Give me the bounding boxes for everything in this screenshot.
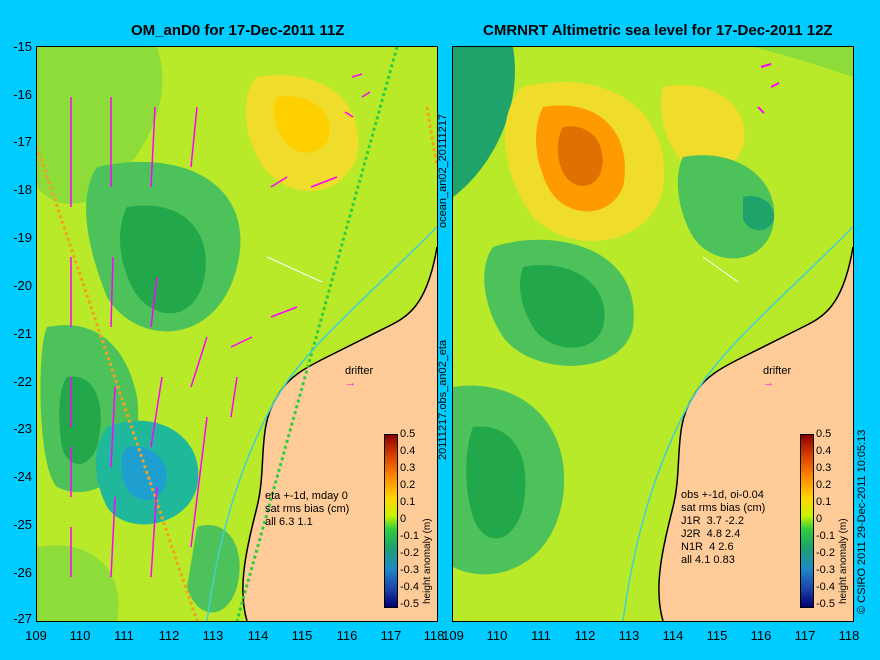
side-label-obs: 20111217.obs_an02_eta [437, 339, 449, 460]
x-tick: 111 [114, 628, 134, 643]
y-tick: -15 [13, 39, 32, 54]
right-drifter-text: drifter [763, 365, 792, 377]
x-tick: 118 [423, 628, 445, 643]
right-map-field [453, 47, 853, 621]
cb-tick: 0.1 [816, 496, 832, 508]
right-stats-note: obs +-1d, oi-0.04 sat rms bias (cm) J1R … [681, 489, 766, 566]
x-tick: 109 [442, 628, 464, 643]
cb-tick: -0.2 [816, 547, 835, 559]
colorbar-scale [800, 434, 814, 608]
y-tick: -22 [13, 374, 32, 389]
colorbar-scale [384, 434, 398, 608]
x-tick: 111 [531, 628, 551, 643]
right-drifter-label: drifter → [763, 365, 791, 389]
cb-tick: 0.3 [400, 462, 416, 474]
cb-tick: -0.2 [400, 547, 419, 559]
cb-tick: 0.3 [816, 462, 832, 474]
drifter-arrow-icon: → [345, 377, 356, 389]
colorbar-label: height anomaly (m) [422, 518, 433, 604]
y-tick: -20 [13, 278, 32, 293]
cb-tick: -0.5 [816, 598, 835, 610]
y-tick: -27 [13, 611, 32, 626]
x-tick: 115 [291, 628, 313, 643]
x-tick: 113 [202, 628, 224, 643]
x-tick: 117 [380, 628, 402, 643]
y-tick: -18 [13, 182, 32, 197]
cb-tick: -0.3 [400, 564, 419, 576]
x-tick: 118 [838, 628, 860, 643]
y-tick: -23 [13, 421, 32, 436]
x-tick: 115 [706, 628, 728, 643]
x-tick: 110 [486, 628, 508, 643]
cb-tick: 0.4 [816, 445, 832, 457]
cb-tick: 0.1 [400, 496, 416, 508]
y-tick: -21 [13, 326, 32, 341]
y-tick: -16 [13, 87, 32, 102]
cb-tick: 0.5 [400, 428, 416, 440]
y-tick: -25 [13, 517, 32, 532]
y-tick: -19 [13, 230, 32, 245]
cb-tick: -0.4 [400, 581, 419, 593]
x-tick: 114 [662, 628, 684, 643]
x-tick: 112 [574, 628, 596, 643]
cb-tick: -0.5 [400, 598, 419, 610]
cb-tick: 0 [400, 513, 407, 525]
drifter-track [757, 63, 780, 114]
y-tick: -24 [13, 469, 32, 484]
y-tick: -17 [13, 134, 32, 149]
x-tick: 116 [336, 628, 358, 643]
x-tick: 117 [794, 628, 816, 643]
cb-tick: -0.1 [816, 530, 835, 542]
left-map-panel: eta +-1d, mday 0 sat rms bias (cm) all 6… [36, 46, 438, 622]
cb-tick: 0.5 [816, 428, 832, 440]
left-map-title: OM_anD0 for 17-Dec-2011 11Z [131, 22, 345, 39]
x-tick: 116 [750, 628, 772, 643]
cb-tick: -0.3 [816, 564, 835, 576]
colorbar-label: height anomaly (m) [838, 518, 849, 604]
cb-tick: 0.4 [400, 445, 416, 457]
left-stats-note: eta +-1d, mday 0 sat rms bias (cm) all 6… [265, 490, 350, 528]
x-tick: 112 [158, 628, 180, 643]
right-map-panel: obs +-1d, oi-0.04 sat rms bias (cm) J1R … [452, 46, 854, 622]
x-tick: 113 [618, 628, 640, 643]
cb-tick: 0 [816, 513, 823, 525]
left-drifter-text: drifter [345, 365, 374, 377]
cb-tick: -0.4 [816, 581, 835, 593]
left-drifter-label: drifter → [345, 365, 373, 389]
x-tick: 110 [69, 628, 91, 643]
cb-tick: 0.2 [400, 479, 416, 491]
y-tick: -26 [13, 565, 32, 580]
drifter-arrow-icon: → [763, 377, 774, 389]
copyright-text: © CSIRO 2011 29-Dec-2011 10:05:13 [856, 429, 868, 614]
left-map-field [37, 47, 437, 621]
cb-tick: 0.2 [816, 479, 832, 491]
cb-tick: -0.1 [400, 530, 419, 542]
x-tick: 114 [247, 628, 269, 643]
x-tick: 109 [25, 628, 47, 643]
right-map-title: CMRNRT Altimetric sea level for 17-Dec-2… [483, 22, 833, 39]
velocity-arrows [70, 73, 371, 578]
side-label-model: ocean_an02_20111217 [437, 114, 449, 228]
